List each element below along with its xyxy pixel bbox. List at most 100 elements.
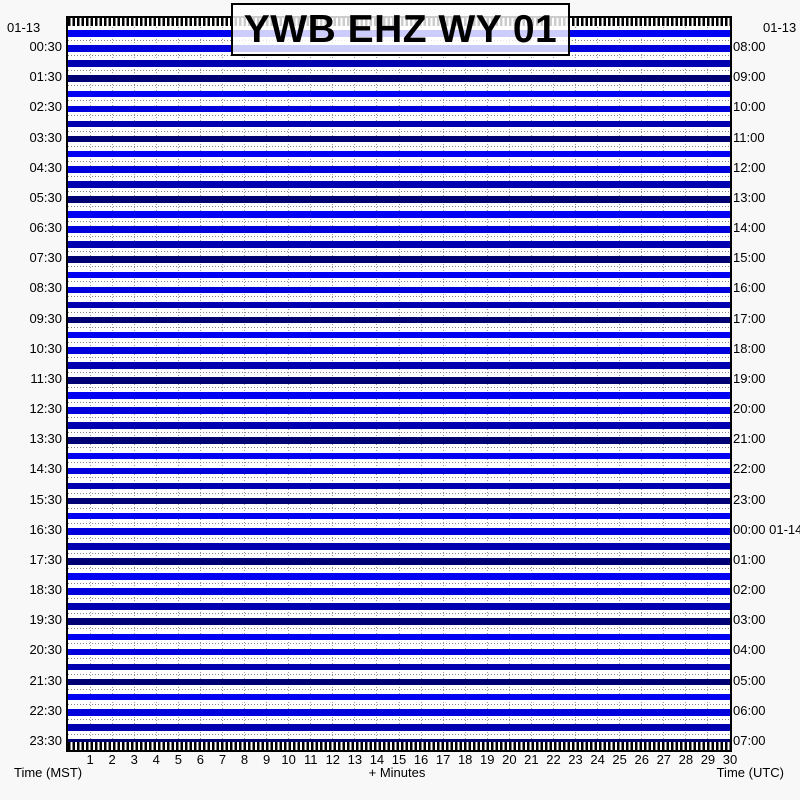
minute-gridline: [111, 18, 113, 750]
title-box: YWB EHZ WY 01: [231, 3, 570, 56]
minute-label: 26: [634, 752, 649, 767]
row-gridline: [68, 643, 730, 645]
seismic-trace: [68, 467, 730, 475]
minute-label: 28: [678, 752, 694, 767]
minute-gridline: [332, 18, 334, 750]
row-gridline: [68, 356, 730, 358]
trace-row: [68, 433, 730, 449]
row-gridline: [68, 190, 730, 192]
row-gridline: [68, 447, 730, 449]
minute-gridline: [398, 18, 400, 750]
minute-label: 1: [86, 752, 94, 767]
row-gridline: [68, 236, 730, 238]
seismic-trace: [68, 105, 730, 113]
right-time-label: 07:00: [733, 732, 766, 748]
trace-row: [68, 463, 730, 479]
trace-row: [68, 584, 730, 600]
row-gridline: [68, 341, 730, 343]
right-time-label: 14:00: [733, 220, 766, 236]
left-time-label: 00:30: [29, 39, 62, 55]
trace-row: [68, 147, 730, 162]
trace-row: [68, 343, 730, 358]
row-gridline: [68, 492, 730, 494]
minute-label: 11: [303, 752, 318, 767]
trace-row: [68, 418, 730, 434]
minute-label: 13: [347, 752, 363, 767]
trace-row: [68, 539, 730, 554]
row-gridline: [68, 432, 730, 434]
trace-row: [68, 403, 730, 419]
trace-row: [68, 524, 730, 539]
seismic-trace: [68, 90, 730, 98]
minute-label: 15: [391, 752, 407, 767]
trace-row: [68, 313, 730, 328]
right-time-label: 22:00: [733, 461, 766, 477]
left-time-label: 07:30: [29, 250, 62, 266]
trace-row: [68, 705, 730, 720]
trace-row: [68, 162, 730, 177]
row-gridline: [68, 522, 730, 524]
right-time-label: 04:00: [733, 642, 766, 658]
row-gridline: [68, 115, 730, 117]
bottom-axis-caption: + Minutes: [368, 765, 426, 780]
row-gridline: [68, 205, 730, 207]
seismic-trace: [68, 724, 730, 731]
left-time-label: 03:30: [29, 129, 62, 145]
left-time-label: 01:30: [29, 69, 62, 85]
row-gridline: [68, 507, 730, 509]
left-time-label: 15:30: [29, 491, 62, 507]
trace-row: [68, 644, 730, 660]
seismic-trace: [68, 512, 730, 520]
seismic-trace: [68, 150, 730, 158]
seismic-trace: [68, 362, 730, 369]
left-axis-caption: Time (MST): [14, 765, 83, 780]
row-gridline: [68, 175, 730, 177]
minute-label: 18: [457, 752, 473, 767]
trace-row: [68, 298, 730, 313]
minute-gridline: [221, 18, 223, 750]
right-time-label: 12:00: [733, 159, 766, 175]
seismic-trace: [68, 527, 730, 535]
trace-row: [68, 720, 730, 735]
trace-row: [68, 373, 730, 388]
row-gridline: [68, 130, 730, 132]
row-gridline: [68, 703, 730, 705]
left-time-label: 14:30: [29, 461, 62, 477]
minute-label: 14: [369, 752, 385, 767]
minute-gridline: [464, 18, 466, 750]
trace-row: [68, 358, 730, 373]
left-time-label: 04:30: [29, 159, 62, 175]
trace-row: [68, 569, 730, 585]
trace-row: [68, 71, 730, 87]
seismic-trace: [68, 256, 730, 264]
minute-label: 9: [262, 752, 271, 767]
seismic-trace: [68, 346, 730, 354]
trace-row: [68, 554, 730, 569]
row-gridline: [68, 537, 730, 539]
trace-row: [68, 690, 730, 705]
trace-row: [68, 117, 730, 132]
seismic-trace: [68, 241, 730, 248]
trace-row: [68, 509, 730, 524]
row-gridline: [68, 371, 730, 373]
minute-label: 21: [524, 752, 539, 767]
trace-row: [68, 494, 730, 509]
minute-gridline: [155, 18, 157, 750]
minute-label: 12: [325, 752, 341, 767]
seismic-trace: [68, 407, 730, 414]
seismic-trace: [68, 437, 730, 445]
seismic-trace: [68, 301, 730, 309]
right-time-label: 20:00: [733, 401, 766, 417]
seismic-trace: [68, 75, 730, 83]
minute-gridline: [420, 18, 422, 750]
seismic-trace: [68, 588, 730, 595]
minute-gridline: [288, 18, 290, 750]
row-gridline: [68, 673, 730, 675]
seismic-trace: [68, 663, 730, 671]
right-time-label: 05:00: [733, 672, 766, 688]
right-time-label: 19:00: [733, 370, 766, 386]
trace-row: [68, 177, 730, 192]
date-label-top-left: 01-13: [7, 20, 41, 35]
row-gridline: [68, 296, 730, 298]
left-time-label: 12:30: [29, 401, 62, 417]
